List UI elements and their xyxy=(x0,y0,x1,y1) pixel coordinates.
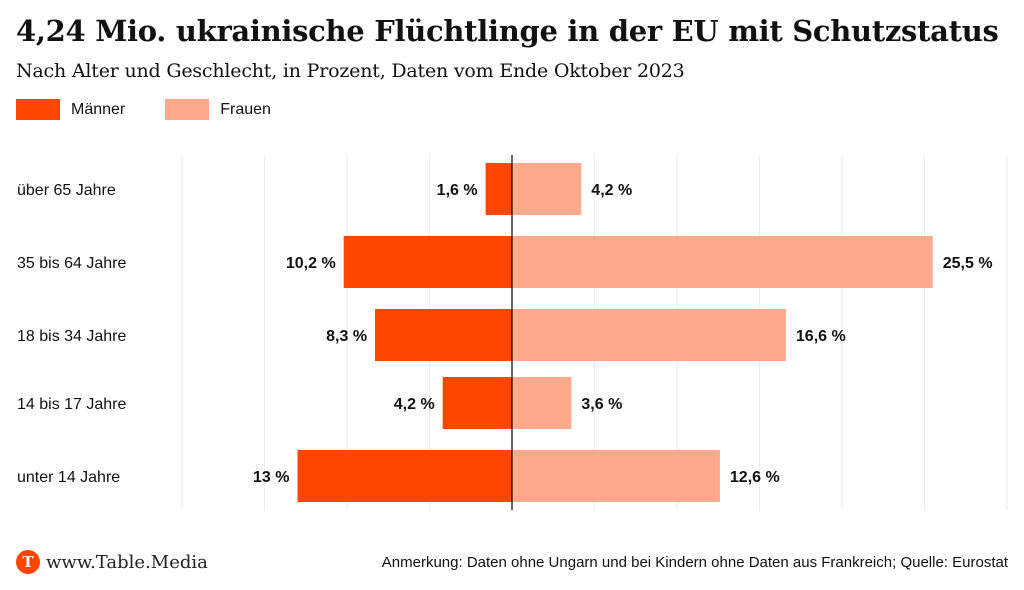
chart-subtitle: Nach Alter und Geschlecht, in Prozent, D… xyxy=(16,60,685,82)
category-label: 18 bis 34 Jahre xyxy=(17,328,127,345)
legend-label-maenner: Männer xyxy=(71,100,126,118)
category-label: unter 14 Jahre xyxy=(17,469,120,486)
site-link[interactable]: www.Table.Media xyxy=(46,551,208,573)
bar-maenner xyxy=(485,163,512,215)
data-label-frauen: 3,6 % xyxy=(581,396,622,413)
legend-label-frauen: Frauen xyxy=(220,100,271,118)
bar-frauen xyxy=(512,236,933,288)
legend-swatch-maenner xyxy=(16,99,60,120)
data-label-maenner: 1,6 % xyxy=(437,182,478,199)
data-label-frauen: 25,5 % xyxy=(943,255,993,272)
bar-maenner xyxy=(442,377,512,429)
bar-frauen xyxy=(512,377,572,429)
legend-item-maenner: Männer xyxy=(16,99,125,120)
bar-frauen xyxy=(512,163,582,215)
data-label-maenner: 10,2 % xyxy=(286,255,336,272)
data-label-frauen: 16,6 % xyxy=(796,328,846,345)
category-label: über 65 Jahre xyxy=(17,182,116,199)
bar-frauen xyxy=(512,450,720,502)
data-label-frauen: 12,6 % xyxy=(730,469,780,486)
category-label: 14 bis 17 Jahre xyxy=(17,396,127,413)
bar-maenner xyxy=(375,309,512,361)
table-media-logo-icon: T xyxy=(16,550,40,574)
data-label-frauen: 4,2 % xyxy=(591,182,632,199)
data-label-maenner: 4,2 % xyxy=(394,396,435,413)
legend-item-frauen: Frauen xyxy=(165,99,271,120)
bar-maenner xyxy=(297,450,512,502)
source-note: Anmerkung: Daten ohne Ungarn und bei Kin… xyxy=(381,554,1008,571)
data-label-maenner: 8,3 % xyxy=(326,328,367,345)
chart-title: 4,24 Mio. ukrainische Flüchtlinge in der… xyxy=(16,14,999,48)
footer-logo[interactable]: T www.Table.Media xyxy=(16,550,208,574)
bar-maenner xyxy=(343,236,512,288)
bar-frauen xyxy=(512,309,786,361)
data-label-maenner: 13 % xyxy=(253,469,289,486)
category-label: 35 bis 64 Jahre xyxy=(17,255,127,272)
legend: Männer Frauen xyxy=(16,99,311,120)
legend-swatch-frauen xyxy=(165,99,210,120)
